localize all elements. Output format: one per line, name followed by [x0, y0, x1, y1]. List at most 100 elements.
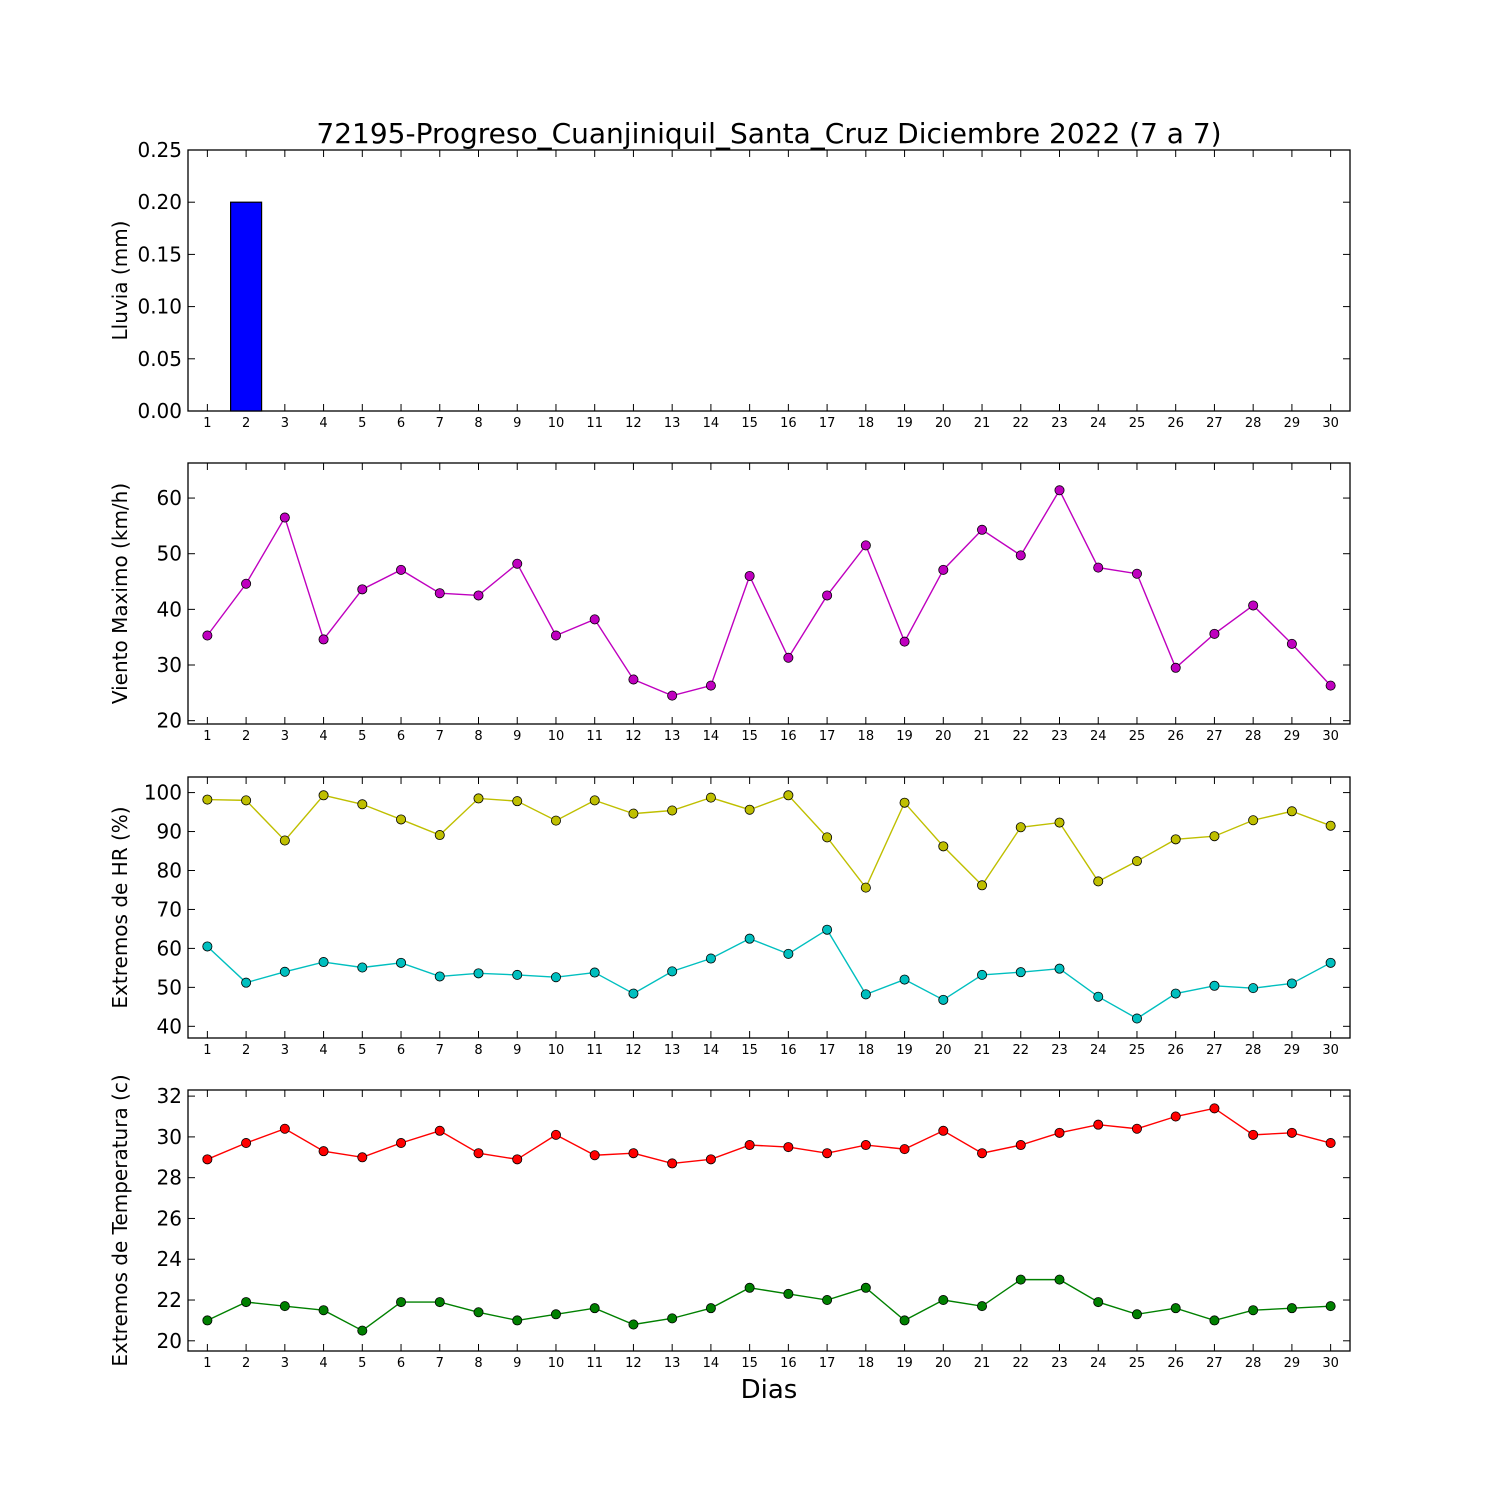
temperatura-series-1-point-day-21: [977, 1301, 988, 1312]
hr-y-axis-label: Extremos de HR (%): [108, 806, 132, 1008]
hr-series-0-point-day-21: [977, 880, 988, 891]
temperatura-series-0-point-day-4: [318, 1146, 329, 1157]
hr-series-0-point-day-20: [938, 841, 949, 852]
chart-title: 72195-Progreso_Cuanjiniquil_Santa_Cruz D…: [316, 117, 1221, 150]
hr-xtick-label: 22: [1012, 1043, 1029, 1058]
temperatura-series-0-point-day-18: [860, 1140, 871, 1151]
temperatura-series-1-point-day-15: [744, 1282, 755, 1293]
viento-series-0-point-day-23: [1054, 485, 1065, 496]
hr-series-0-point-day-18: [860, 882, 871, 893]
lluvia-xtick-label: 18: [858, 416, 875, 431]
viento-xtick-label: 22: [1012, 729, 1029, 744]
hr-series-1-point-day-30: [1325, 957, 1336, 968]
hr-series-1-point-day-13: [667, 966, 678, 977]
viento-xtick-label: 2: [242, 729, 250, 744]
lluvia-xtick-label: 26: [1167, 416, 1184, 431]
hr-ytick-label: 80: [157, 858, 182, 882]
viento-series-0-point-day-3: [279, 512, 290, 523]
viento-axes-frame: [187, 462, 1351, 725]
hr-ytick-label: 100: [144, 781, 182, 805]
viento-xtick-label: 5: [358, 729, 366, 744]
hr-series-1-point-day-9: [512, 969, 523, 980]
hr-series-0-point-day-11: [589, 795, 600, 806]
temperatura-xtick-label: 1: [203, 1356, 211, 1371]
temperatura-series-0-point-day-6: [396, 1138, 407, 1149]
lluvia-xtick-label: 6: [397, 416, 405, 431]
temperatura-ytick-label: 28: [157, 1166, 182, 1190]
x-axis-label: Dias: [741, 1375, 798, 1405]
hr-xtick-label: 6: [397, 1043, 405, 1058]
hr-xtick-label: 20: [935, 1043, 952, 1058]
viento-xtick-label: 25: [1129, 729, 1146, 744]
hr-xtick-label: 30: [1322, 1043, 1339, 1058]
hr-xtick-label: 23: [1051, 1043, 1068, 1058]
temperatura-series-0-point-day-8: [473, 1148, 484, 1159]
hr-series-1-point-day-25: [1131, 1013, 1142, 1024]
temperatura-series-1-point-day-26: [1170, 1303, 1181, 1314]
viento-xtick-label: 26: [1167, 729, 1184, 744]
viento-y-axis-label: Viento Maximo (km/h): [108, 483, 132, 704]
temperatura-series-1-point-day-22: [1015, 1274, 1026, 1285]
hr-series-0-point-day-30: [1325, 820, 1336, 831]
viento-series-0-point-day-27: [1209, 628, 1220, 639]
hr-ytick-label: 40: [157, 1014, 182, 1038]
temperatura-series-1-point-day-1: [202, 1315, 213, 1326]
viento-series-0-point-day-12: [628, 674, 639, 685]
temperatura-series-0-point-day-14: [705, 1154, 716, 1165]
hr-xtick-label: 13: [664, 1043, 681, 1058]
viento-series-0-point-day-7: [434, 588, 445, 599]
temperatura-series-0-point-day-13: [667, 1158, 678, 1169]
hr-series-0-point-day-1: [202, 794, 213, 805]
viento-series-0-point-day-5: [357, 584, 368, 595]
temperatura-series-0-point-day-15: [744, 1140, 755, 1151]
hr-xtick-label: 15: [741, 1043, 758, 1058]
temperatura-series-1-point-day-12: [628, 1319, 639, 1330]
viento-series-0-point-day-15: [744, 570, 755, 581]
viento-xtick-label: 12: [625, 729, 642, 744]
temperatura-series-1-point-day-25: [1131, 1309, 1142, 1320]
viento-series-0-point-day-24: [1093, 562, 1104, 573]
hr-series-0-point-day-28: [1248, 815, 1259, 826]
lluvia-xtick-label: 19: [896, 416, 913, 431]
lluvia-xtick-label: 20: [935, 416, 952, 431]
viento-xtick-label: 21: [974, 729, 991, 744]
hr-series-0-point-day-5: [357, 799, 368, 810]
hr-xtick-label: 7: [436, 1043, 444, 1058]
lluvia-ytick-label: 0.20: [137, 190, 182, 214]
temperatura-series-0-point-day-21: [977, 1148, 988, 1159]
hr-series-0-point-day-13: [667, 805, 678, 816]
hr-series-1-line: [206, 928, 1331, 1020]
hr-xtick-label: 18: [858, 1043, 875, 1058]
viento-xtick-label: 17: [819, 729, 836, 744]
viento-series-0-point-day-22: [1015, 550, 1026, 561]
hr-xtick-label: 26: [1167, 1043, 1184, 1058]
temperatura-xtick-label: 20: [935, 1356, 952, 1371]
viento-xtick-label: 10: [548, 729, 565, 744]
lluvia-xtick-label: 17: [819, 416, 836, 431]
hr-series-1-point-day-17: [822, 924, 833, 935]
viento-series-0-point-day-6: [396, 564, 407, 575]
temperatura-xtick-label: 15: [741, 1356, 758, 1371]
temperatura-series-0-point-day-9: [512, 1154, 523, 1165]
viento-series-0-point-day-25: [1131, 568, 1142, 579]
temperatura-series-0-point-day-30: [1325, 1138, 1336, 1149]
lluvia-xtick-label: 14: [703, 416, 720, 431]
temperatura-series-1-point-day-20: [938, 1295, 949, 1306]
temperatura-xtick-label: 23: [1051, 1356, 1068, 1371]
hr-series-1-point-day-23: [1054, 963, 1065, 974]
hr-xtick-label: 25: [1129, 1043, 1146, 1058]
hr-series-1-point-day-7: [434, 971, 445, 982]
temperatura-series-0-point-day-24: [1093, 1119, 1104, 1130]
hr-series-0-point-day-16: [783, 790, 794, 801]
temperatura-series-0-point-day-20: [938, 1125, 949, 1136]
temperatura-xtick-label: 30: [1322, 1356, 1339, 1371]
lluvia-bar-day-2: [230, 201, 263, 412]
lluvia-xtick-label: 28: [1245, 416, 1262, 431]
viento-xtick-label: 13: [664, 729, 681, 744]
temperatura-series-1-point-day-17: [822, 1295, 833, 1306]
hr-xtick-label: 10: [548, 1043, 565, 1058]
temperatura-xtick-label: 27: [1206, 1356, 1223, 1371]
lluvia-xtick-label: 1: [203, 416, 211, 431]
